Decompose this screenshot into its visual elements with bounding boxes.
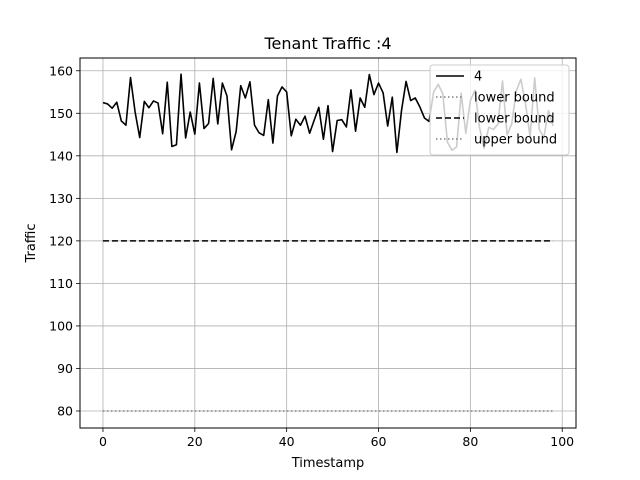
y-tick-label: 120 [49, 233, 73, 248]
y-tick-label: 140 [49, 148, 73, 163]
x-tick-label: 60 [371, 434, 387, 449]
y-tick-label: 160 [49, 63, 73, 78]
y-tick-label: 130 [49, 191, 73, 206]
legend: 4 lower bound lower bound upper bound [429, 64, 570, 156]
y-tick-label: 150 [49, 106, 73, 121]
x-tick-label: 0 [99, 434, 107, 449]
y-tick-label: 80 [57, 403, 73, 418]
legend-label-0: 4 [474, 70, 482, 85]
x-tick-label: 80 [462, 434, 478, 449]
legend-label-1: lower bound [474, 91, 555, 106]
x-tick-label: 20 [187, 434, 203, 449]
x-tick-label: 100 [550, 434, 574, 449]
y-axis-label: Traffic [24, 223, 39, 263]
legend-box [429, 64, 570, 156]
legend-label-3: upper bound [474, 133, 557, 148]
x-axis-label: Timestamp [291, 456, 365, 471]
plot-frame [79, 57, 577, 429]
legend-label-2: lower bound [474, 112, 555, 127]
y-tick-label: 90 [57, 361, 73, 376]
x-tick-label: 40 [279, 434, 295, 449]
y-tick-label: 110 [49, 276, 73, 291]
chart-title: Tenant Traffic :4 [263, 34, 391, 53]
y-tick-label: 100 [49, 318, 73, 333]
ticks: 0 20 40 60 80 100 80 90 100 110 120 130 140 150 160 [49, 63, 574, 449]
